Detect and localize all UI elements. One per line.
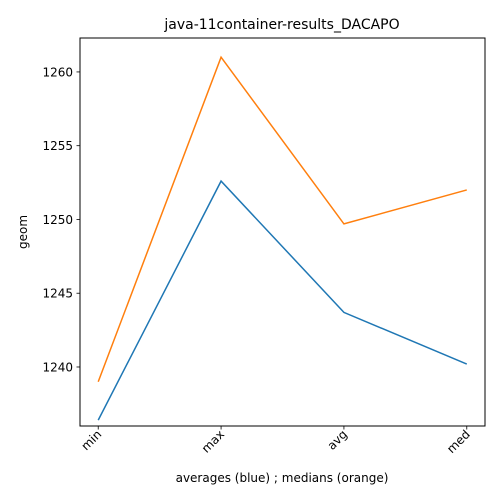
y-axis-title: geom	[16, 215, 30, 249]
plot-area	[97, 55, 468, 421]
y-tick-label: 1250	[42, 213, 73, 227]
y-tick-label: 1255	[42, 139, 73, 153]
series-line-1	[97, 55, 467, 383]
series-line-0	[97, 179, 468, 421]
y-tick-label: 1240	[42, 360, 73, 374]
chart-title: java-11container-results_DACAPO	[163, 17, 399, 33]
x-axis-title: averages (blue) ; medians (orange)	[176, 471, 389, 485]
y-tick-label: 1245	[42, 287, 73, 301]
y-tick-label: 1260	[42, 65, 73, 79]
y-axis: 1240 1245 1250 1255 1260	[42, 65, 80, 374]
plot-frame	[79, 37, 486, 427]
